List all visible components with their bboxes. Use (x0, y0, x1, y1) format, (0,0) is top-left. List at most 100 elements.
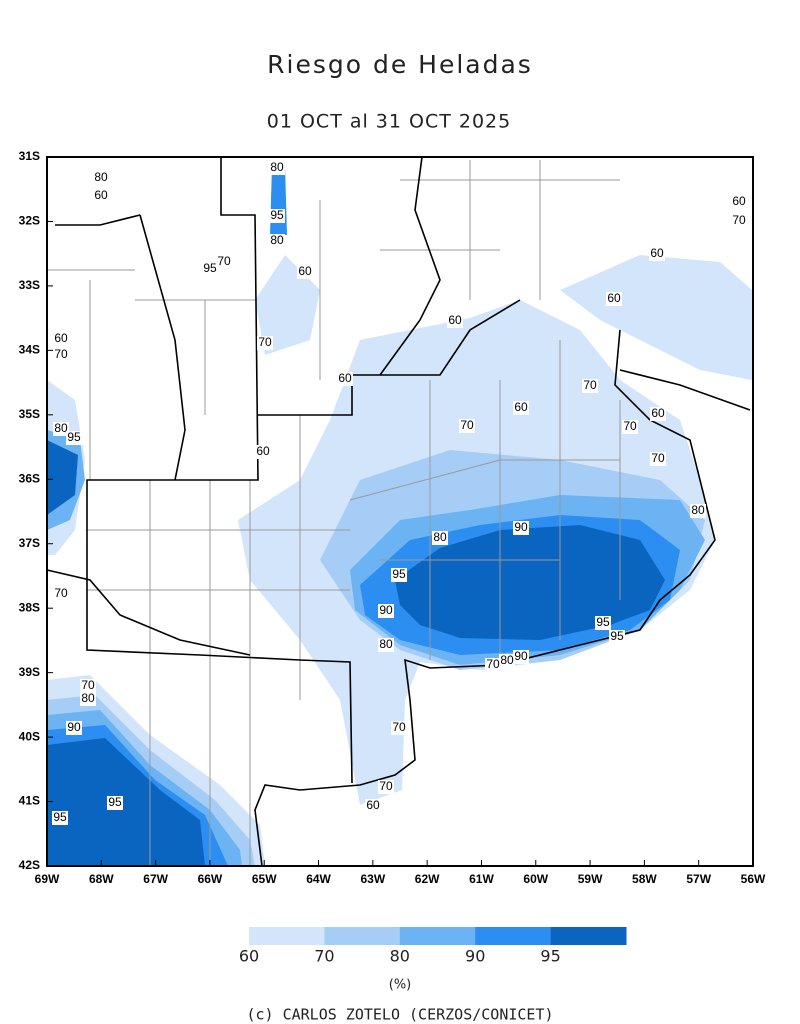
contour-label: 95 (203, 261, 217, 275)
legend-unit: (%) (389, 978, 412, 993)
contour-label: 95 (392, 567, 406, 581)
contour-label: 80 (500, 653, 514, 667)
contour-label: 70 (54, 586, 68, 600)
label-bg (269, 161, 285, 175)
label-bg (66, 431, 82, 445)
label-bg (337, 372, 353, 386)
label-bg (391, 721, 407, 735)
label-bg (257, 336, 273, 350)
label-bg (649, 247, 665, 261)
label-bg (499, 654, 515, 668)
credit: (c) CARLOS ZOTELO (CERZOS/CONICET) (246, 1006, 553, 1024)
contour-label: 80 (270, 160, 284, 174)
label-bg (378, 638, 394, 652)
lat-label: 36S (19, 471, 40, 485)
label-bg (582, 379, 598, 393)
contour-label: 70 (54, 347, 68, 361)
label-bg (650, 452, 666, 466)
label-bg (513, 401, 529, 415)
lon-label: 57W (686, 872, 711, 886)
label-bg (459, 419, 475, 433)
contour-label: 60 (651, 406, 665, 420)
contour-label: 80 (433, 530, 447, 544)
label-bg (107, 796, 123, 810)
label-bg (216, 255, 232, 269)
legend-label: 60 (239, 947, 259, 966)
legend-swatch (550, 927, 627, 945)
lon-label: 56W (741, 872, 766, 886)
contour-label: 60 (732, 194, 746, 208)
contour-label: 60 (256, 444, 270, 458)
subtitle: 01 OCT al 31 OCT 2025 (267, 111, 511, 133)
contour-label: 60 (448, 313, 462, 327)
contour-label: 70 (651, 451, 665, 465)
contour-label: 80 (94, 170, 108, 184)
title: Riesgo de Heladas (267, 50, 533, 79)
label-bg (378, 780, 394, 794)
lon-label: 59W (578, 872, 603, 886)
contour-label: 95 (596, 615, 610, 629)
legend-label: 80 (390, 947, 410, 966)
legend-swatch (324, 927, 401, 945)
label-bg (606, 292, 622, 306)
contour-label: 60 (650, 246, 664, 260)
label-bg (66, 721, 82, 735)
label-bg (80, 679, 96, 693)
label-bg (595, 616, 611, 630)
lat-label: 39S (19, 665, 40, 679)
label-bg (731, 195, 747, 209)
lat-label: 40S (19, 729, 40, 743)
label-bg (93, 189, 109, 203)
contour-label: 70 (732, 213, 746, 227)
lat-label: 38S (19, 600, 40, 614)
contour-label: 60 (607, 291, 621, 305)
label-bg (650, 407, 666, 421)
lon-label: 58W (632, 872, 657, 886)
label-bg (53, 332, 69, 346)
label-bg (255, 445, 271, 459)
label-bg (485, 658, 501, 672)
contour-label: 70 (81, 678, 95, 692)
legend-label: 90 (465, 947, 485, 966)
contour-label: 95 (108, 795, 122, 809)
legend-swatch (399, 927, 476, 945)
label-bg (513, 650, 529, 664)
lon-label: 67W (143, 872, 168, 886)
label-bg (378, 604, 394, 618)
contour-label: 60 (514, 400, 528, 414)
contour-label: 70 (392, 720, 406, 734)
contour-label: 95 (270, 208, 284, 222)
contour-label: 70 (623, 419, 637, 433)
contour-label: 95 (67, 430, 81, 444)
label-bg (609, 630, 625, 644)
label-bg (297, 265, 313, 279)
contour-label: 95 (610, 629, 624, 643)
contour-label: 60 (94, 188, 108, 202)
label-bg (53, 587, 69, 601)
contour-label: 70 (460, 418, 474, 432)
lon-label: 65W (252, 872, 277, 886)
lat-label: 41S (19, 794, 40, 808)
contour-label: 80 (270, 233, 284, 247)
contour-label: 70 (217, 254, 231, 268)
lat-label: 37S (19, 536, 40, 550)
contour-label: 70 (583, 378, 597, 392)
contour-label: 90 (514, 649, 528, 663)
label-bg (432, 531, 448, 545)
label-bg (731, 214, 747, 228)
lon-label: 61W (469, 872, 494, 886)
lon-label: 60W (523, 872, 548, 886)
label-bg (269, 234, 285, 248)
label-bg (93, 171, 109, 185)
contour-label: 95 (53, 810, 67, 824)
lat-label: 34S (19, 343, 40, 357)
lon-label: 62W (415, 872, 440, 886)
label-bg (53, 422, 69, 436)
shading (47, 165, 752, 866)
label-bg (202, 262, 218, 276)
contour-label: 70 (486, 657, 500, 671)
lon-label: 64W (306, 872, 331, 886)
label-bg (447, 314, 463, 328)
lon-label: 68W (89, 872, 114, 886)
